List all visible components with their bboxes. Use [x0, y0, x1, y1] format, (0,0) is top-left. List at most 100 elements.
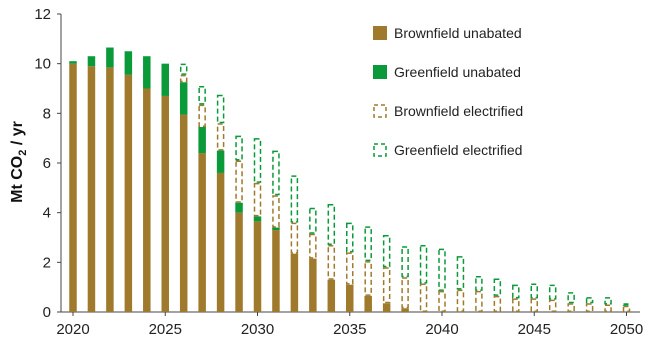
y-tick-label: 10: [34, 56, 51, 73]
y-tick-label: 0: [43, 304, 51, 321]
bar-brownfield-unabated: [161, 95, 169, 312]
bar-greenfield-unabated: [198, 126, 206, 154]
bar-brownfield-electrified: [235, 160, 243, 203]
bar-greenfield-unabated: [253, 216, 262, 222]
bar-greenfield-unabated: [235, 202, 243, 213]
bar-brownfield-unabated: [179, 114, 188, 312]
legend-swatch-brownfield-electrified: [373, 104, 387, 118]
y-tick-label: 12: [34, 6, 51, 23]
bar-brownfield-electrified: [272, 195, 280, 228]
bar-greenfield-unabated: [69, 61, 77, 64]
bar-greenfield-electrified: [512, 284, 520, 299]
bar-greenfield-electrified: [382, 235, 391, 268]
x-tick-label: 2045: [518, 321, 551, 338]
y-tick-label: 4: [43, 205, 51, 222]
bar-brownfield-electrified: [364, 261, 372, 296]
bar-brownfield-unabated: [143, 88, 151, 312]
bar-brownfield-electrified: [346, 252, 354, 285]
bar-greenfield-electrified: [346, 222, 354, 253]
bar-brownfield-unabated: [401, 308, 409, 312]
bar-brownfield-electrified: [456, 289, 465, 312]
y-axis-title: Mt CO2 / yr: [9, 121, 29, 203]
bar-greenfield-unabated: [143, 56, 151, 89]
x-tick-label: 2035: [333, 321, 366, 338]
bar-brownfield-electrified: [179, 74, 188, 83]
bar-brownfield-unabated: [364, 295, 372, 312]
legend-label: Brownfield electrified: [394, 103, 523, 119]
bar-brownfield-electrified: [401, 277, 409, 309]
y-tick-label: 8: [43, 105, 51, 122]
bar-greenfield-unabated: [161, 63, 169, 96]
bar-greenfield-electrified: [475, 275, 483, 291]
bar-brownfield-electrified: [530, 298, 538, 313]
bar-brownfield-electrified: [382, 267, 391, 304]
bar-greenfield-electrified: [364, 226, 372, 262]
bar-greenfield-electrified: [604, 297, 612, 305]
legend-label: Brownfield unabated: [394, 25, 522, 41]
bar-brownfield-electrified: [493, 295, 502, 313]
bar-brownfield-electrified: [309, 233, 317, 259]
bar-brownfield-unabated: [69, 63, 77, 312]
bar-greenfield-electrified: [216, 94, 225, 124]
bar-greenfield-electrified: [179, 63, 188, 75]
bar-greenfield-unabated: [272, 227, 280, 231]
y-axis-title-main: Mt CO: [9, 156, 26, 203]
bar-greenfield-electrified: [585, 297, 594, 304]
legend-label: Greenfield unabated: [394, 64, 521, 80]
bar-greenfield-electrified: [456, 256, 465, 290]
bar-greenfield-electrified: [198, 86, 206, 105]
bar-brownfield-electrified: [327, 244, 336, 280]
bar-greenfield-electrified: [272, 150, 280, 196]
bar-greenfield-electrified: [438, 248, 446, 291]
bar-greenfield-unabated: [179, 82, 188, 115]
bar-brownfield-electrified: [253, 182, 262, 217]
bar-brownfield-electrified: [512, 298, 520, 313]
x-tick-label: 2020: [56, 321, 89, 338]
bar-greenfield-electrified: [567, 292, 575, 304]
bar-brownfield-electrified: [604, 304, 612, 312]
bar-brownfield-electrified: [585, 303, 594, 312]
bar-brownfield-electrified: [622, 305, 631, 312]
bar-greenfield-electrified: [290, 175, 299, 223]
bar-brownfield-electrified: [475, 290, 483, 312]
legend-swatch-brownfield-unabated: [373, 26, 387, 40]
bar-brownfield-electrified: [198, 104, 206, 127]
bar-brownfield-electrified: [567, 303, 575, 312]
bar-greenfield-electrified: [235, 135, 243, 161]
legend: Brownfield unabated Greenfield unabated Br…: [373, 25, 523, 158]
bar-brownfield-unabated: [272, 230, 280, 312]
x-tick-label: 2050: [610, 321, 643, 338]
bar-brownfield-electrified: [438, 290, 446, 312]
bar-greenfield-electrified: [530, 283, 538, 299]
bar-greenfield-electrified: [622, 303, 631, 306]
bar-brownfield-electrified: [548, 299, 557, 313]
bar-brownfield-unabated: [198, 153, 206, 312]
y-tick-label: 6: [43, 155, 51, 172]
bar-brownfield-unabated: [382, 303, 391, 312]
x-tick-label: 2030: [241, 321, 274, 338]
bar-brownfield-unabated: [327, 279, 336, 312]
bars: [69, 47, 631, 313]
x-tick-label: 2025: [149, 321, 182, 338]
bar-brownfield-unabated: [87, 66, 96, 313]
y-axis-title-subscript: 2: [17, 150, 29, 156]
bar-greenfield-electrified: [309, 207, 317, 234]
bar-brownfield-electrified: [216, 123, 225, 151]
bar-greenfield-unabated: [106, 47, 114, 68]
bar-greenfield-unabated: [216, 150, 225, 173]
bar-greenfield-unabated: [124, 51, 133, 75]
bar-brownfield-unabated: [124, 74, 133, 312]
bar-greenfield-electrified: [548, 284, 557, 300]
y-tick-label: 2: [43, 254, 51, 271]
bar-brownfield-unabated: [235, 212, 243, 312]
bar-brownfield-unabated: [106, 67, 114, 313]
bar-greenfield-electrified: [419, 244, 428, 284]
bar-brownfield-electrified: [419, 283, 428, 313]
bar-greenfield-unabated: [87, 56, 96, 67]
bar-brownfield-unabated: [309, 258, 317, 312]
bar-greenfield-electrified: [493, 278, 502, 296]
bar-brownfield-unabated: [253, 221, 262, 312]
bar-greenfield-electrified: [253, 138, 262, 183]
legend-swatch-greenfield-unabated: [373, 65, 387, 79]
